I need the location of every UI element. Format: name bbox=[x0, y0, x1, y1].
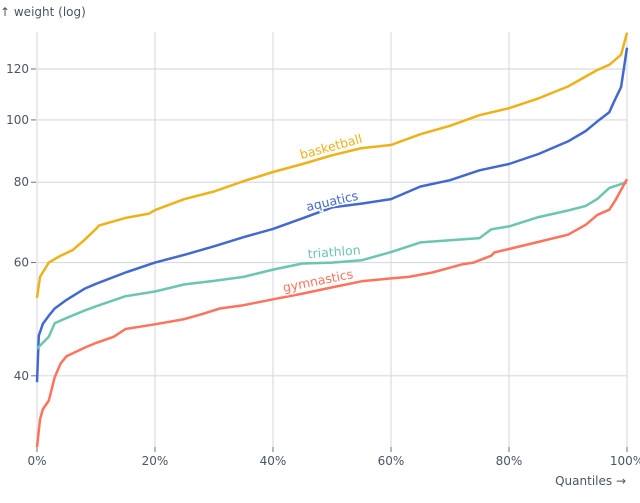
y-tick-label: 120 bbox=[6, 62, 29, 76]
x-axis: 0% 20% 40% 60% 80% 100% bbox=[27, 447, 640, 468]
series-label-basketball: basketball bbox=[298, 131, 364, 162]
series-label-triathlon: triathlon bbox=[307, 242, 361, 261]
series-line-aquatics bbox=[35, 47, 629, 383]
series-lines bbox=[35, 32, 629, 448]
y-axis-label: ↑ weight (log) bbox=[0, 5, 86, 19]
grid bbox=[36, 32, 628, 447]
x-tick-label: 0% bbox=[27, 454, 46, 468]
x-axis-label: Quantiles → bbox=[555, 474, 626, 488]
series-line-triathlon bbox=[36, 181, 628, 350]
y-tick-label: 80 bbox=[14, 175, 29, 189]
series-label-aquatics: aquatics bbox=[305, 188, 360, 214]
series-line-basketball bbox=[35, 32, 629, 298]
y-axis: 40 60 80 100 120 bbox=[6, 62, 36, 383]
y-tick-label: 100 bbox=[6, 113, 29, 127]
x-tick-label: 20% bbox=[142, 454, 169, 468]
x-tick-label: 80% bbox=[496, 454, 523, 468]
y-tick-label: 40 bbox=[14, 369, 29, 383]
x-tick-label: 100% bbox=[610, 454, 640, 468]
x-tick-label: 60% bbox=[378, 454, 405, 468]
x-tick-label: 40% bbox=[260, 454, 287, 468]
y-tick-label: 60 bbox=[14, 256, 29, 270]
series-line-gymnastics bbox=[35, 178, 629, 448]
